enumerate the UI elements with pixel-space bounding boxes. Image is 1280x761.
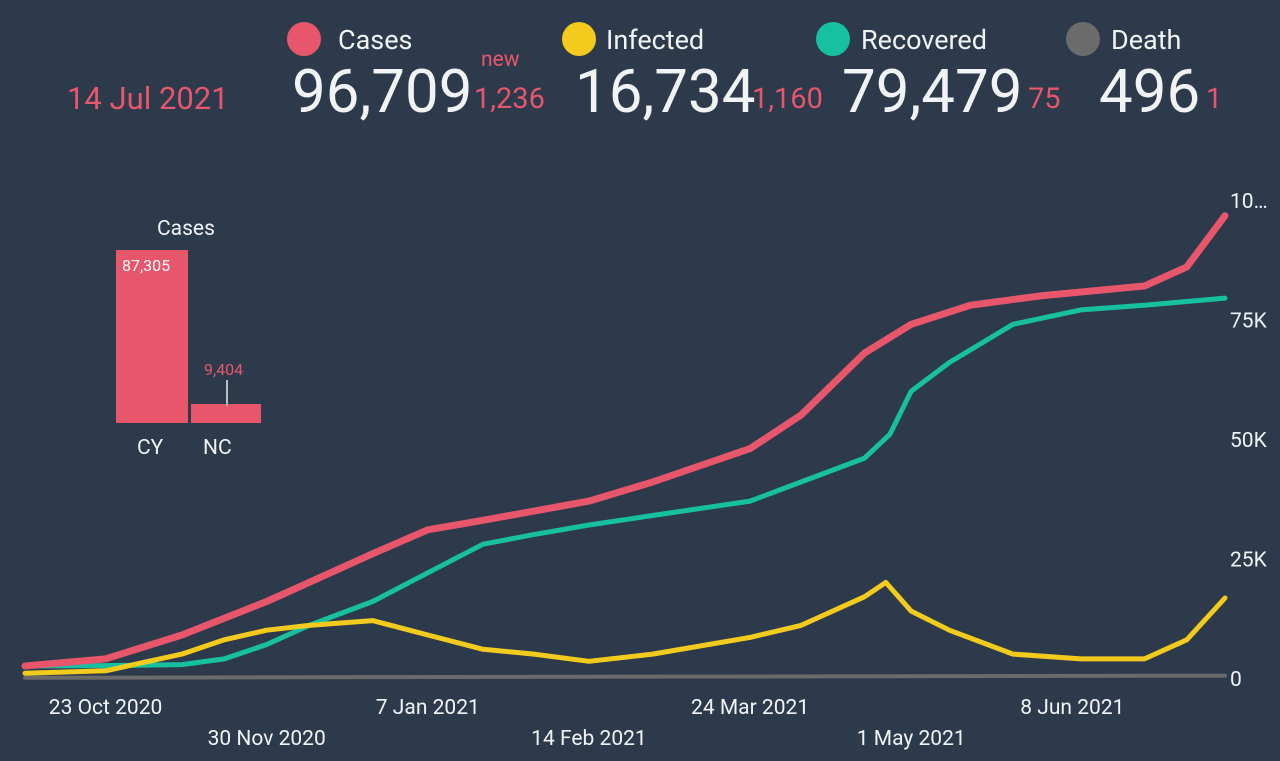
infected-new: 1,160 xyxy=(752,82,823,116)
x-tick-label: 8 Jun 2021 xyxy=(1020,696,1124,720)
death-series-line[interactable] xyxy=(23,673,1227,680)
cases-series-line[interactable] xyxy=(21,212,1229,670)
recovered-series-line[interactable] xyxy=(22,295,1228,669)
recovered-legend-label[interactable]: Recovered xyxy=(861,24,987,56)
recovered-new: 75 xyxy=(1028,82,1061,116)
mini-bar-cy-label: CY xyxy=(137,436,164,460)
death-new: 1 xyxy=(1206,82,1223,116)
y-tick-label: 10… xyxy=(1230,190,1268,214)
x-tick-label: 1 May 2021 xyxy=(857,727,966,751)
infected-legend-dot xyxy=(562,22,596,56)
mini-bar-nc[interactable] xyxy=(191,404,261,423)
cases-new: 1,236 xyxy=(474,82,545,116)
recovered-total: 79,479 xyxy=(842,56,1023,127)
x-tick-label: 23 Oct 2020 xyxy=(49,696,163,720)
cases-legend-dot xyxy=(287,22,321,56)
mini-bar-cy[interactable] xyxy=(116,250,188,423)
x-tick-label: 24 Mar 2021 xyxy=(691,696,809,720)
death-legend-dot xyxy=(1066,22,1100,56)
death-legend-label[interactable]: Death xyxy=(1111,24,1182,56)
cases-total: 96,709 xyxy=(292,56,473,127)
mini-bar-nc-value: 9,404 xyxy=(204,360,244,379)
infected-legend-label[interactable]: Infected xyxy=(606,24,705,56)
x-tick-label: 14 Feb 2021 xyxy=(531,727,647,751)
y-tick-label: 25K xyxy=(1230,549,1268,573)
chart-lines xyxy=(21,212,1229,680)
new-label: new xyxy=(481,48,520,72)
x-axis: 23 Oct 2020 30 Nov 2020 7 Jan 2021 14 Feb 2… xyxy=(49,696,1125,751)
y-tick-label: 50K xyxy=(1230,429,1268,453)
y-tick-label: 0 xyxy=(1230,668,1242,692)
y-tick-label: 75K xyxy=(1230,310,1268,334)
mini-bar-nc-leader xyxy=(226,380,228,406)
death-total: 496 xyxy=(1099,56,1201,127)
mini-bar-cy-value: 87,305 xyxy=(122,256,171,275)
mini-bar-nc-label: NC xyxy=(203,436,232,460)
x-tick-label: 30 Nov 2020 xyxy=(208,727,326,751)
infected-series-line[interactable] xyxy=(22,579,1228,676)
x-tick-label: 7 Jan 2021 xyxy=(376,696,480,720)
infected-total: 16,734 xyxy=(575,56,756,127)
recovered-legend-dot xyxy=(816,22,850,56)
y-axis: 0 25K 50K 75K 10… xyxy=(1230,190,1268,692)
current-date: 14 Jul 2021 xyxy=(67,80,229,117)
cases-legend-label[interactable]: Cases xyxy=(338,24,413,56)
mini-chart-title: Cases xyxy=(157,217,215,241)
